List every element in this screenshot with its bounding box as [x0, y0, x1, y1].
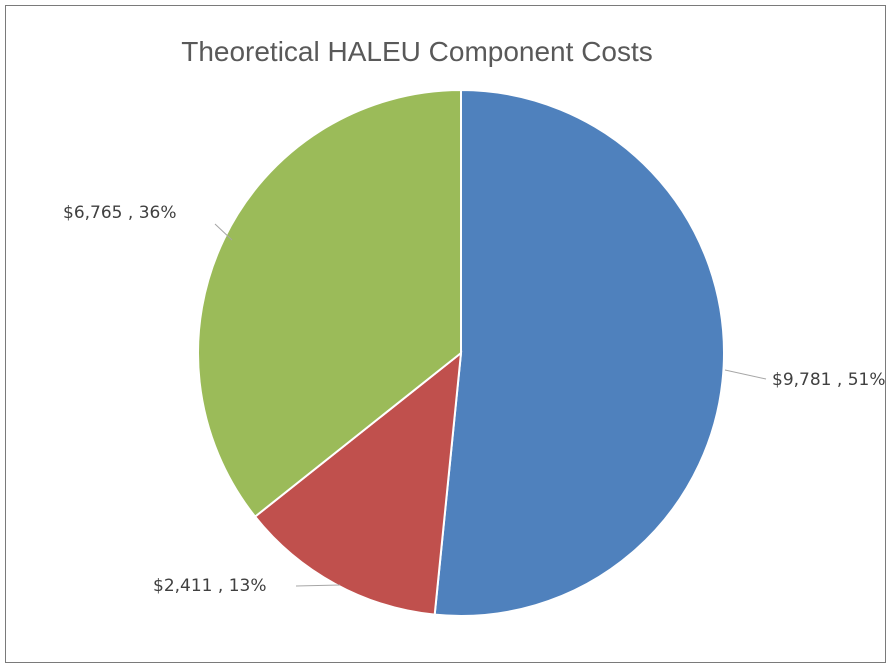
- leader-line-0: [724, 369, 767, 380]
- chart-title: Theoretical HALEU Component Costs: [181, 36, 653, 67]
- data-label-0: $9,781 , 51%: [772, 370, 885, 390]
- leader-line-2: [214, 223, 233, 241]
- data-label-2: $6,765 , 36%: [63, 203, 176, 223]
- pie-slice-1: [253, 350, 463, 616]
- data-label-1: $2,411 , 13%: [153, 576, 266, 596]
- leader-line-1: [295, 584, 341, 587]
- pie-slice-0: [433, 88, 726, 617]
- pie-slice-2: [197, 88, 462, 519]
